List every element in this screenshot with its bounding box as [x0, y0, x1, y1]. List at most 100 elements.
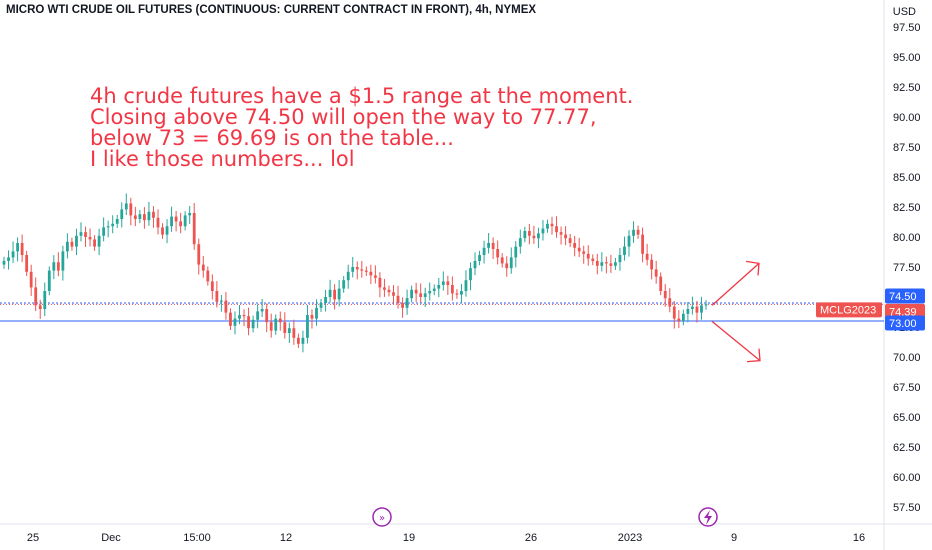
candle [56, 262, 60, 271]
x-tick-label: 26 [525, 532, 537, 544]
candle [66, 241, 69, 252]
candle [315, 307, 318, 319]
candle [2, 261, 6, 265]
candle [29, 271, 33, 288]
candle [546, 223, 549, 229]
candle [496, 249, 500, 258]
y-tick-label: 82.50 [893, 202, 921, 214]
forward-event-glyph: » [379, 513, 385, 524]
candle [133, 215, 137, 219]
candles [2, 193, 708, 353]
candle [645, 253, 649, 260]
price-axis[interactable]: 57.5060.0062.5065.0067.5070.0072.5075.00… [893, 22, 921, 514]
candle [355, 267, 359, 270]
candle [387, 289, 391, 293]
event-markers[interactable]: » [372, 507, 718, 527]
candle [514, 246, 518, 258]
candle [156, 217, 160, 228]
candle [460, 291, 463, 295]
x-tick-label: 25 [27, 532, 39, 544]
ticker-badge-bg [816, 302, 882, 318]
candle [614, 262, 617, 266]
candle [509, 257, 513, 269]
annotation-line: I like those numbers... lol [90, 147, 355, 171]
candle [106, 226, 110, 228]
candle [111, 223, 115, 227]
ticker-badge: MCLG2023 [820, 304, 876, 316]
annotation-line: 4h crude futures have a $1.5 range at th… [90, 84, 634, 108]
time-axis[interactable]: 25 Dec 15:00 12 19 26 2023 9 16 [27, 532, 865, 544]
candle [233, 318, 237, 326]
candle [129, 203, 133, 216]
candle [115, 219, 119, 224]
candle [324, 297, 327, 303]
candle [138, 214, 142, 219]
y-tick-label: 95.00 [893, 52, 921, 64]
y-tick-label: 57.50 [893, 502, 921, 514]
candle [482, 247, 486, 255]
candle [373, 275, 377, 278]
x-tick-label: 2023 [618, 532, 642, 544]
candle [38, 305, 42, 309]
candle [401, 303, 404, 308]
candle [428, 291, 432, 294]
candle [636, 229, 640, 235]
candle [269, 322, 273, 331]
candle [691, 306, 694, 309]
candle [446, 281, 450, 285]
candle [686, 309, 690, 314]
candle [229, 312, 232, 326]
candle [568, 238, 572, 243]
candle [541, 228, 545, 234]
candle [142, 214, 146, 221]
y-tick-label: 92.50 [893, 82, 921, 94]
candle [201, 264, 205, 271]
candle [319, 303, 323, 308]
candle [337, 288, 341, 300]
candle [210, 281, 214, 291]
candle [423, 293, 427, 297]
candle [478, 255, 481, 261]
chart-title: MICRO WTI CRUDE OIL FUTURES (CONTINUOUS:… [6, 4, 537, 16]
candle [559, 232, 563, 235]
candle [242, 315, 246, 317]
candle [43, 291, 47, 309]
candle [681, 313, 685, 321]
badge-74-50-bg [885, 288, 925, 304]
candle [659, 276, 663, 291]
candle [310, 315, 314, 319]
candle [238, 315, 241, 319]
candle [224, 300, 228, 313]
projection-arrows [711, 260, 761, 363]
candle [609, 263, 613, 266]
candle [260, 309, 264, 312]
arrow-up-head [745, 260, 760, 276]
candle [52, 262, 56, 271]
candle [206, 270, 210, 282]
candle [369, 271, 373, 276]
arrow-down-line [711, 320, 761, 362]
candle [215, 291, 219, 302]
candle [555, 226, 558, 233]
lightning-glyph [704, 510, 712, 525]
candle [219, 300, 223, 302]
y-tick-label: 90.00 [893, 112, 921, 124]
candle [414, 289, 418, 294]
candle [147, 211, 151, 221]
candle [600, 262, 604, 266]
candle [627, 235, 631, 247]
candle [197, 244, 201, 265]
candle [604, 262, 608, 264]
candle [34, 287, 38, 306]
candle [464, 280, 468, 291]
arrow-up-line [711, 262, 760, 306]
candle [654, 269, 658, 277]
y-tick-label: 65.00 [893, 412, 921, 424]
candle [487, 243, 491, 248]
candle [283, 322, 287, 333]
candle [333, 289, 337, 300]
candle [537, 233, 540, 239]
